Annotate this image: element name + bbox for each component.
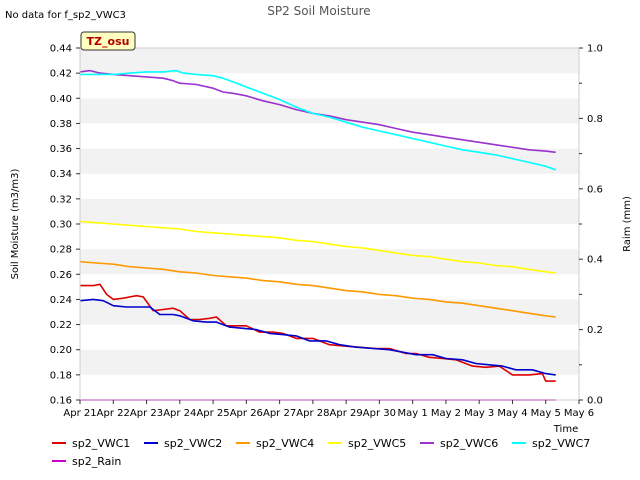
y-tick-label: 0.26 <box>50 270 72 281</box>
legend-label-sp2_VWC7: sp2_VWC7 <box>532 437 590 450</box>
y2-axis-title: Raim (mm) <box>622 196 633 252</box>
x-tick-label: Apr 30 <box>363 408 396 419</box>
y2-tick-label: 0.6 <box>587 184 603 195</box>
y2-axis-ticks: 0.0 0.2 0.4 0.6 0.8 1.0 <box>579 44 603 407</box>
x-tick-label: Apr 29 <box>330 408 363 419</box>
chart-title: SP2 Soil Moisture <box>267 4 370 18</box>
x-axis-title: Time <box>553 424 578 435</box>
x-tick-label: Apr 21 <box>63 408 96 419</box>
y-tick-label: 0.28 <box>50 245 72 256</box>
grid-band <box>80 173 579 199</box>
y2-tick-label: 0.8 <box>587 114 603 125</box>
background-bands <box>80 48 579 400</box>
x-tick-label: May 3 <box>464 408 494 419</box>
no-data-note: No data for f_sp2_VWC3 <box>5 10 126 21</box>
y-tick-label: 0.22 <box>50 320 72 331</box>
x-tick-label: Apr 25 <box>196 408 229 419</box>
series-line-sp2_VWC2 <box>79 298 556 376</box>
x-tick-label: Apr 24 <box>163 408 196 419</box>
y-tick-label: 0.34 <box>50 169 72 180</box>
x-tick-label: Apr 27 <box>263 408 296 419</box>
y-axis-ticks: 0.16 0.18 0.20 0.22 0.24 0.26 0.28 0.30 0.32 0.34… <box>50 44 80 407</box>
y-tick-label: 0.18 <box>50 370 72 381</box>
site-label-background <box>80 31 136 51</box>
legend-label-sp2_VWC1: sp2_VWC1 <box>72 437 130 450</box>
grid-band <box>80 123 579 149</box>
x-tick-label: Apr 28 <box>296 408 329 419</box>
x-tick-label: Apr 23 <box>130 408 163 419</box>
series-line-sp2_VWC6 <box>79 69 556 154</box>
grid-band <box>80 73 579 99</box>
x-tick-label: Apr 22 <box>97 408 130 419</box>
series-line-sp2_VWC4 <box>79 260 556 318</box>
grid-band <box>80 249 579 275</box>
y-tick-label: 0.16 <box>50 396 72 407</box>
legend-label-sp2_Rain: sp2_Rain <box>72 455 121 468</box>
grid-band <box>80 324 579 350</box>
grid-band <box>80 198 579 224</box>
y-tick-label: 0.36 <box>50 144 72 155</box>
grid-band <box>80 299 579 325</box>
series-line-sp2_VWC5 <box>79 220 556 274</box>
x-tick-label: May 2 <box>431 408 461 419</box>
y2-tick-label: 0.4 <box>587 255 603 266</box>
x-axis-ticks: Apr 21 Apr 22 Apr 23 Apr 24 Apr 25 Apr 26 Apr … <box>63 400 594 419</box>
y-tick-label: 0.44 <box>50 44 72 55</box>
y2-tick-label: 0.0 <box>587 396 603 407</box>
grid-band <box>80 148 579 174</box>
grid-band <box>80 274 579 300</box>
y-tick-label: 0.20 <box>50 345 72 356</box>
grid-band <box>80 374 579 400</box>
x-tick-label: Apr 26 <box>230 408 263 419</box>
legend-label-sp2_VWC5: sp2_VWC5 <box>348 437 406 450</box>
x-tick-label: May 6 <box>564 408 594 419</box>
x-tick-label: May 5 <box>531 408 561 419</box>
legend: sp2_VWC1 sp2_VWC2 sp2_VWC4 sp2_VWC5 sp2_VWC6… <box>52 437 590 468</box>
legend-label-sp2_VWC6: sp2_VWC6 <box>440 437 498 450</box>
y-tick-label: 0.32 <box>50 194 72 205</box>
series-line-sp2_VWC1 <box>80 283 556 382</box>
grid-band <box>80 98 579 124</box>
y-tick-label: 0.24 <box>50 295 72 306</box>
y-axis-title: Soil Moisture (m3/m3) <box>10 169 21 280</box>
grid-band <box>80 349 579 375</box>
y2-tick-label: 1.0 <box>587 44 603 55</box>
grid-band <box>80 48 579 74</box>
y-tick-label: 0.42 <box>50 69 72 80</box>
legend-label-sp2_VWC4: sp2_VWC4 <box>256 437 314 450</box>
x-tick-label: May 4 <box>497 408 527 419</box>
y-tick-label: 0.30 <box>50 220 72 231</box>
site-label: TZ_osu <box>87 35 130 48</box>
legend-label-sp2_VWC2: sp2_VWC2 <box>164 437 222 450</box>
y-tick-label: 0.38 <box>50 119 72 130</box>
site-label-box: TZ_osu <box>80 31 136 51</box>
x-tick-label: May 1 <box>398 408 428 419</box>
y2-tick-label: 0.2 <box>587 325 603 336</box>
y-tick-label: 0.40 <box>50 94 72 105</box>
series-line-sp2_VWC7 <box>80 69 556 171</box>
